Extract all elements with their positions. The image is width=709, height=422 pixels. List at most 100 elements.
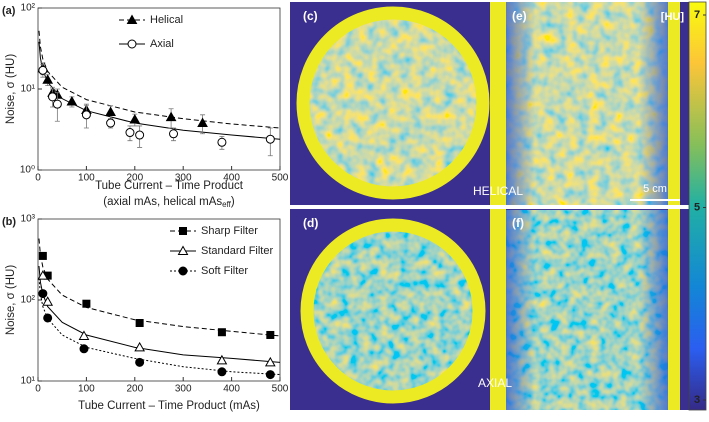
- colorbar-tick-label: 7: [694, 9, 700, 21]
- panel-label: (a): [2, 5, 16, 17]
- marker: [135, 130, 145, 140]
- marker: [135, 319, 144, 328]
- mode-label: HELICAL: [473, 184, 523, 198]
- marker: [42, 74, 54, 84]
- data-layer: [38, 238, 280, 376]
- legend-marker: [126, 14, 138, 24]
- marker: [82, 299, 91, 308]
- legend-marker: [177, 245, 189, 255]
- marker: [42, 296, 54, 306]
- panel-label: (c): [303, 9, 318, 23]
- panel-label: (d): [303, 216, 318, 230]
- marker: [217, 137, 227, 147]
- edge-shade: [506, 210, 668, 410]
- marker: [81, 110, 91, 120]
- x-axis-label: Tube Current – Time Product (mAs): [78, 400, 260, 412]
- label-part: ): [231, 196, 235, 208]
- colorbar-title: [HU]: [661, 11, 685, 23]
- y-tick-label: 10⁰: [20, 165, 35, 176]
- axial-slice-helical: [309, 19, 477, 187]
- panel-label: (b): [2, 216, 16, 228]
- label-part: (axial mAs, helical mAs: [103, 196, 222, 208]
- fit-line: [38, 238, 280, 337]
- ring: [296, 6, 490, 200]
- plot-frame: [37, 7, 281, 171]
- scale-label: 5 cm: [643, 183, 667, 195]
- marker: [135, 357, 145, 367]
- marker: [37, 270, 49, 280]
- y-axis-label: Noise, σ (HU): [5, 265, 17, 336]
- marker: [169, 129, 179, 139]
- y-axis-label: Noise, σ (HU): [5, 54, 17, 125]
- x-tick-label: 200: [126, 173, 143, 184]
- label-part: eff: [222, 200, 232, 209]
- separator: [290, 205, 690, 209]
- marker: [79, 344, 89, 354]
- marker: [38, 251, 47, 260]
- marker: [266, 330, 275, 339]
- colorbar-tick-label: 5: [694, 201, 700, 213]
- x-tick-label: 100: [78, 173, 95, 184]
- marker: [43, 313, 53, 323]
- y-tick-label: 10¹: [21, 84, 36, 95]
- marker: [265, 134, 275, 144]
- x-axis-label: (axial mAs, helical mAseff): [103, 196, 235, 209]
- x-tick-label: 200: [126, 384, 143, 395]
- marker: [129, 113, 141, 124]
- axial-slice-axial: [313, 231, 473, 391]
- plot-frame: [37, 218, 281, 382]
- legend-label: Sharp Filter: [201, 225, 258, 237]
- colorbar-tick-label: 3: [694, 394, 700, 406]
- fit-line: [38, 30, 280, 129]
- y-tick-label: 10³: [21, 214, 36, 225]
- y-tick-label: 10¹: [21, 376, 36, 387]
- marker: [78, 330, 90, 340]
- x-tick-label: 0: [35, 173, 41, 184]
- marker: [38, 289, 48, 299]
- x-tick-label: 400: [223, 173, 240, 184]
- colorbar: [688, 1, 707, 411]
- x-tick-label: 300: [175, 384, 192, 395]
- marker: [197, 117, 208, 128]
- panel-label: (e): [512, 9, 527, 23]
- y-tick-label: 10²: [21, 3, 36, 14]
- marker: [38, 65, 48, 75]
- legend-marker: [127, 39, 137, 49]
- edge-shade: [506, 2, 668, 206]
- ring: [300, 218, 486, 404]
- x-tick-label: 500: [272, 173, 289, 184]
- x-axis-label: Tube Current – Time Product: [95, 180, 244, 192]
- x-tick-label: 100: [78, 384, 95, 395]
- marker: [216, 354, 228, 365]
- marker: [48, 92, 58, 102]
- marker: [264, 356, 276, 367]
- legend-marker: [179, 227, 187, 235]
- marker: [66, 96, 78, 106]
- legend-label: Standard Filter: [201, 245, 273, 257]
- legend-label: Soft Filter: [201, 265, 248, 277]
- x-tick-label: 500: [272, 384, 289, 395]
- marker: [125, 128, 135, 138]
- marker: [217, 367, 227, 377]
- marker: [165, 111, 177, 122]
- x-tick-label: 300: [175, 173, 192, 184]
- panel-label: (f): [512, 216, 524, 230]
- legend-label: Helical: [150, 14, 183, 26]
- mode-label: AXIAL: [478, 376, 512, 390]
- x-tick-label: 400: [223, 384, 240, 395]
- marker: [105, 106, 116, 117]
- legend-marker: [178, 266, 188, 276]
- legend-label: Axial: [150, 38, 174, 50]
- fit-line: [38, 265, 280, 363]
- marker: [217, 328, 226, 337]
- marker: [106, 118, 116, 128]
- marker: [134, 341, 145, 352]
- marker: [265, 370, 275, 380]
- y-tick-label: 10²: [21, 295, 36, 306]
- image-panels: (c) (d) (e) (f) HELICAL AXIAL 5 cm [HU]: [290, 1, 707, 411]
- fit-line: [38, 278, 280, 376]
- x-tick-label: 0: [35, 384, 41, 395]
- marker: [52, 99, 62, 109]
